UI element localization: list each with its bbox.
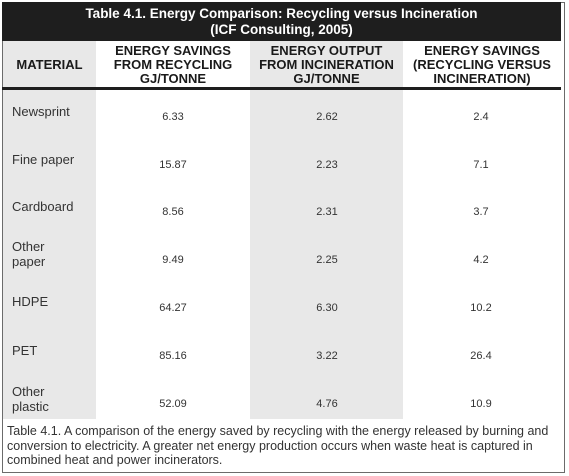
- header-savings-vs-incineration: ENERGY SAVINGS (RECYCLING VERSUS INCINER…: [413, 43, 551, 86]
- row-material-pet: PET: [12, 343, 38, 358]
- table-title-line1: Table 4.1. Energy Comparison: Recycling …: [85, 5, 478, 21]
- cell-net-other-plastic: 10.9: [470, 398, 492, 410]
- column-background-material: [3, 85, 96, 419]
- row-material-newsprint: Newsprint: [12, 104, 70, 119]
- cell-incineration-fine-paper: 2.23: [316, 159, 338, 171]
- cell-recycling-other-plastic: 52.09: [159, 398, 187, 410]
- cell-net-hdpe: 10.2: [470, 302, 492, 314]
- cell-net-fine-paper: 7.1: [473, 159, 489, 171]
- header-output-incineration: ENERGY OUTPUT FROM INCINERATION GJ/TONNE: [250, 41, 403, 89]
- row-material-cardboard: Cardboard: [12, 199, 74, 214]
- table-caption: Table 4.1. A comparison of the energy sa…: [7, 424, 549, 468]
- cell-recycling-hdpe: 64.27: [159, 302, 187, 314]
- cell-net-pet: 26.4: [470, 350, 492, 362]
- cell-incineration-pet: 3.22: [316, 350, 338, 362]
- cell-incineration-other-paper: 2.25: [316, 254, 338, 266]
- header-material: MATERIAL: [3, 41, 96, 89]
- cell-net-cardboard: 3.7: [473, 206, 489, 218]
- row-material-other-paper: Other paper: [12, 239, 46, 269]
- cell-recycling-cardboard: 8.56: [162, 206, 184, 218]
- row-material-other-plastic: Other plastic: [12, 384, 49, 414]
- cell-incineration-newsprint: 2.62: [316, 111, 338, 123]
- cell-recycling-fine-paper: 15.87: [159, 159, 187, 171]
- cell-incineration-cardboard: 2.31: [316, 206, 338, 218]
- cell-recycling-newsprint: 6.33: [162, 111, 184, 123]
- cell-recycling-other-paper: 9.49: [162, 254, 184, 266]
- header-savings-recycling: ENERGY SAVINGS FROM RECYCLING GJ/TONNE: [113, 43, 233, 86]
- cell-incineration-other-plastic: 4.76: [316, 398, 338, 410]
- table-title-line2: (ICF Consulting, 2005): [210, 21, 353, 37]
- cell-recycling-pet: 85.16: [159, 350, 187, 362]
- cell-net-other-paper: 4.2: [473, 254, 489, 266]
- table-title: Table 4.1. Energy Comparison: Recycling …: [2, 2, 561, 41]
- row-material-fine-paper: Fine paper: [12, 152, 75, 167]
- column-background-incineration: [250, 85, 403, 419]
- cell-net-newsprint: 2.4: [473, 111, 489, 123]
- header-divider: [2, 87, 561, 90]
- row-material-hdpe: HDPE: [12, 294, 49, 309]
- cell-incineration-hdpe: 6.30: [316, 302, 338, 314]
